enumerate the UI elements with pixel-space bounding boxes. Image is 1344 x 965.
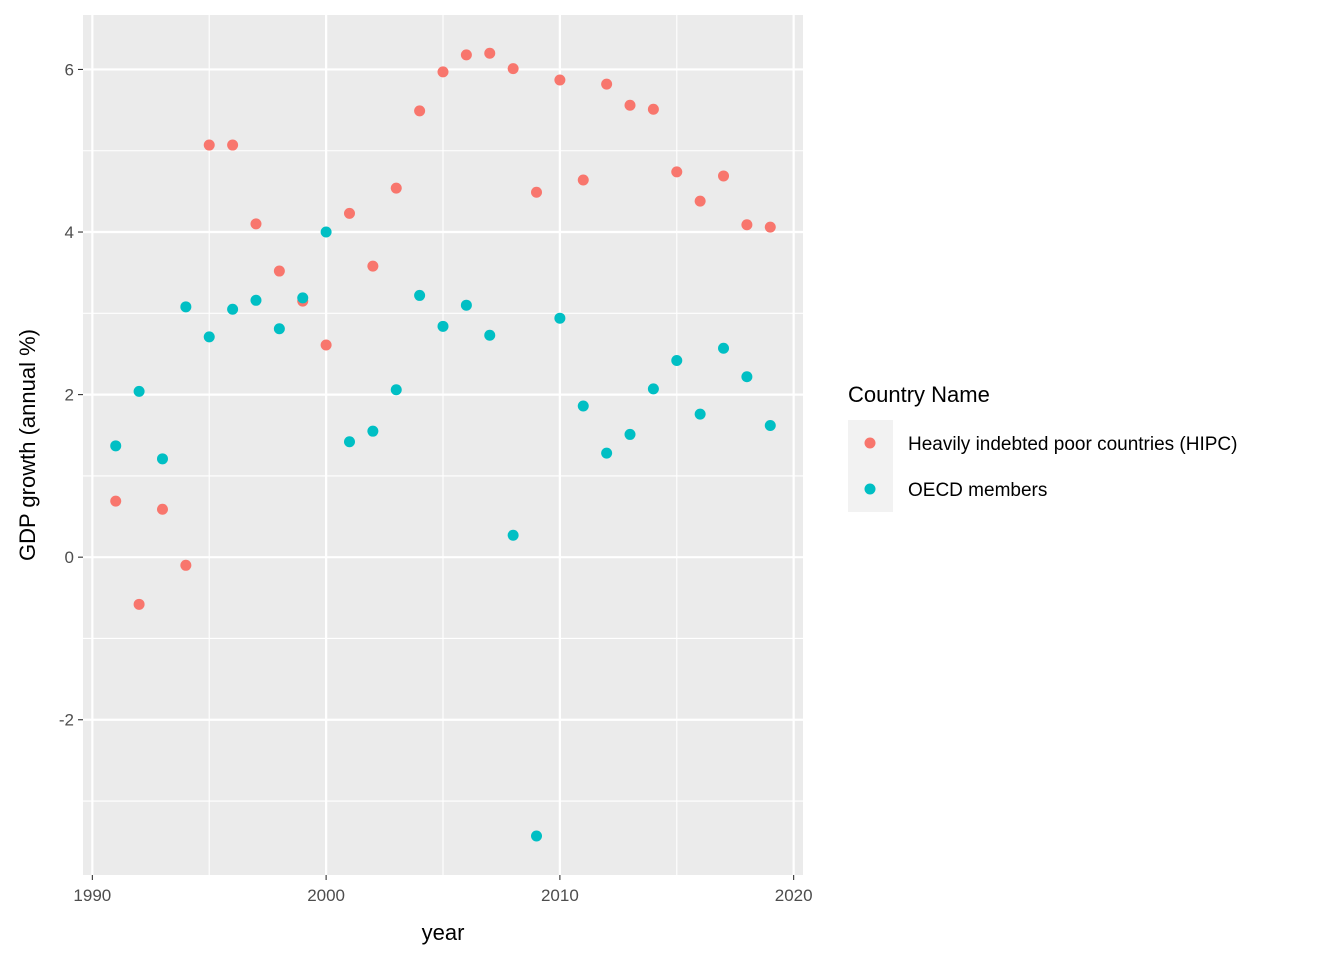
data-point bbox=[507, 529, 519, 541]
data-point bbox=[507, 63, 519, 75]
data-point bbox=[764, 221, 776, 233]
x-tick-label: 2010 bbox=[541, 886, 579, 905]
major-gridlines bbox=[83, 15, 803, 875]
data-point bbox=[227, 139, 239, 151]
data-point bbox=[671, 354, 683, 366]
data-point bbox=[437, 320, 449, 332]
data-point bbox=[460, 299, 472, 311]
data-point bbox=[741, 371, 753, 383]
data-point bbox=[671, 166, 683, 178]
data-point bbox=[390, 384, 402, 396]
data-point bbox=[273, 323, 285, 335]
data-point bbox=[577, 174, 589, 186]
data-point bbox=[694, 408, 706, 420]
data-point bbox=[437, 66, 449, 78]
data-point bbox=[180, 301, 192, 313]
data-point bbox=[484, 47, 496, 59]
data-point bbox=[320, 339, 332, 351]
data-point bbox=[250, 294, 262, 306]
data-point bbox=[133, 385, 145, 397]
legend-key-bg bbox=[848, 420, 893, 512]
data-point bbox=[531, 186, 543, 198]
data-point bbox=[764, 419, 776, 431]
data-point bbox=[414, 105, 426, 117]
data-point bbox=[460, 49, 472, 61]
data-point bbox=[203, 139, 215, 151]
legend: Country Name Heavily indebted poor count… bbox=[848, 382, 1238, 512]
data-point bbox=[180, 559, 192, 571]
data-point bbox=[203, 331, 215, 343]
data-point bbox=[227, 303, 239, 315]
x-axis-title: year bbox=[422, 920, 465, 945]
x-tick-label: 2000 bbox=[307, 886, 345, 905]
data-point bbox=[390, 182, 402, 194]
data-point bbox=[156, 453, 168, 465]
data-point bbox=[414, 289, 426, 301]
legend-label: OECD members bbox=[908, 480, 1047, 501]
legend-title: Country Name bbox=[848, 382, 990, 407]
y-tick-label: 6 bbox=[65, 60, 74, 79]
data-point bbox=[110, 440, 122, 452]
data-point bbox=[273, 265, 285, 277]
data-point bbox=[250, 218, 262, 230]
legend-label: Heavily indebted poor countries (HIPC) bbox=[908, 434, 1238, 455]
data-point bbox=[694, 195, 706, 207]
data-point bbox=[554, 312, 566, 324]
data-point bbox=[343, 436, 355, 448]
data-point bbox=[718, 170, 730, 182]
data-point bbox=[367, 425, 379, 437]
data-point bbox=[554, 74, 566, 86]
x-tick-label: 2020 bbox=[775, 886, 813, 905]
data-point bbox=[531, 830, 543, 842]
y-axis-title: GDP growth (annual %) bbox=[15, 329, 40, 561]
data-point bbox=[624, 99, 636, 111]
data-point bbox=[718, 342, 730, 354]
data-point bbox=[601, 78, 613, 90]
y-tick-label: 0 bbox=[65, 548, 74, 567]
data-point bbox=[647, 103, 659, 115]
data-point bbox=[624, 428, 636, 440]
data-point bbox=[484, 329, 496, 341]
data-point bbox=[367, 260, 379, 272]
y-axis-ticks: -2 0 2 4 6 bbox=[59, 60, 83, 730]
data-point bbox=[601, 447, 613, 459]
data-point bbox=[647, 383, 659, 395]
data-point bbox=[156, 503, 168, 515]
data-point bbox=[343, 207, 355, 219]
data-point bbox=[741, 219, 753, 231]
x-tick-label: 1990 bbox=[73, 886, 111, 905]
minor-gridlines bbox=[83, 15, 803, 875]
y-tick-label: -2 bbox=[59, 711, 74, 730]
data-point bbox=[577, 400, 589, 412]
x-axis-ticks: 1990 2000 2010 2020 bbox=[73, 875, 813, 905]
legend-key bbox=[864, 483, 876, 495]
y-tick-label: 4 bbox=[65, 223, 74, 242]
data-point bbox=[110, 495, 122, 507]
data-points bbox=[110, 47, 776, 842]
data-point bbox=[297, 292, 309, 304]
data-point bbox=[320, 226, 332, 238]
y-tick-label: 2 bbox=[65, 386, 74, 405]
legend-key bbox=[864, 437, 876, 449]
data-point bbox=[133, 598, 145, 610]
